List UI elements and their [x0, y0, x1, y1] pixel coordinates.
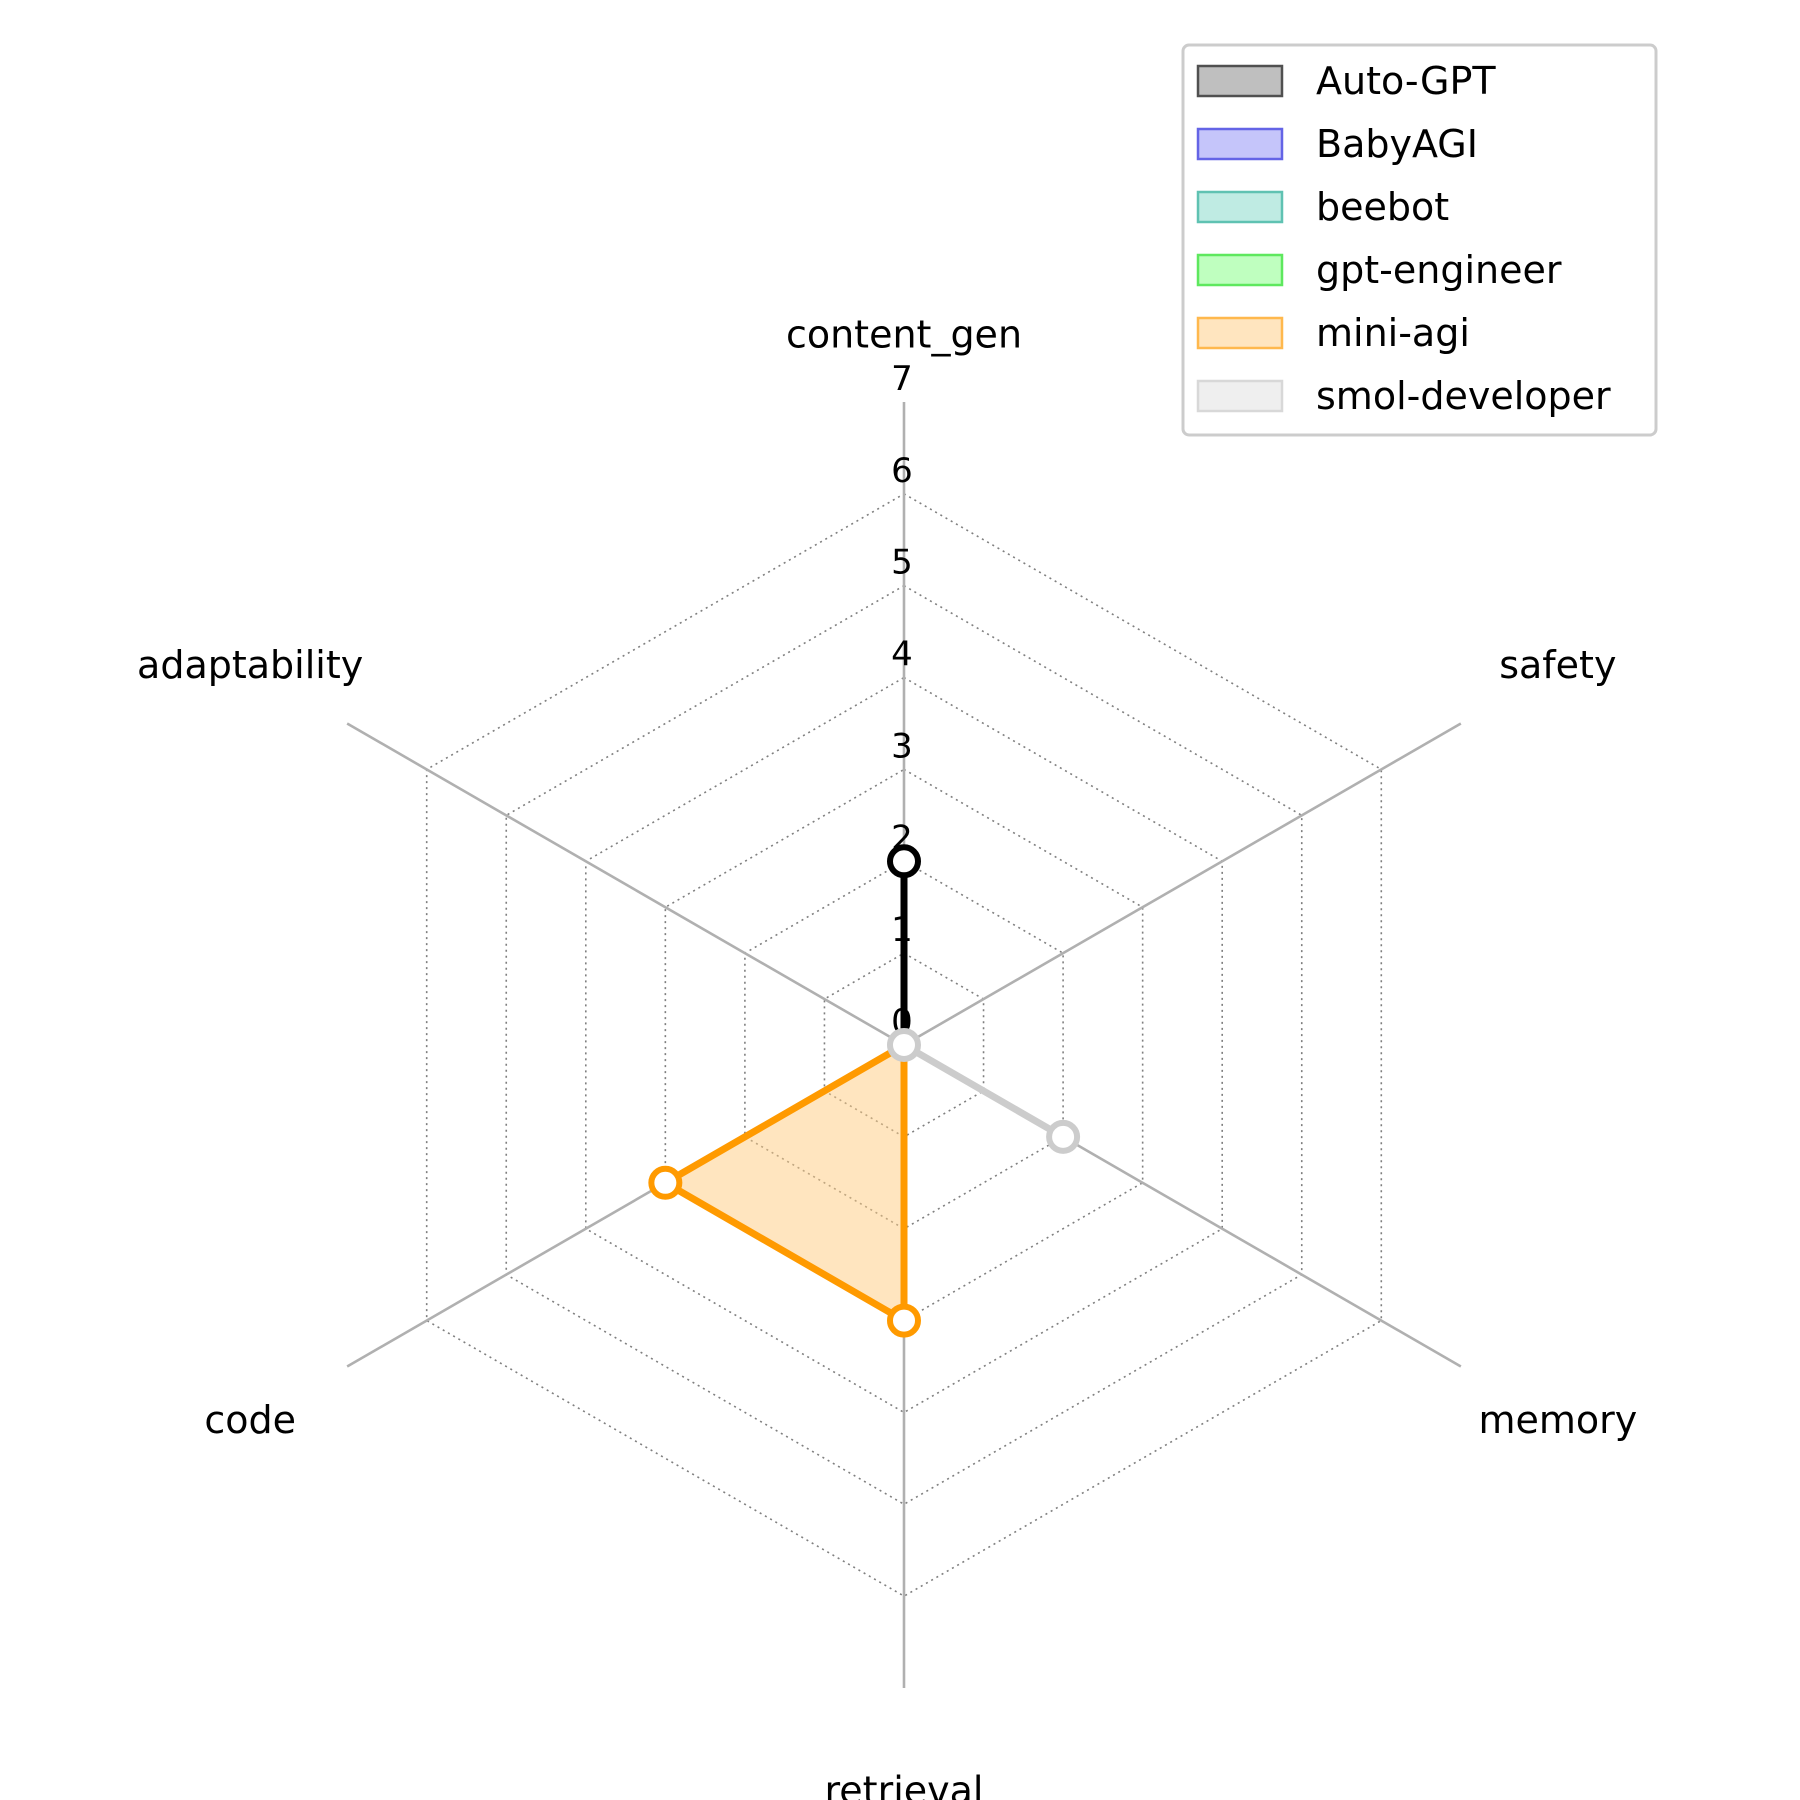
tick-label: 3	[891, 726, 913, 766]
tick-label: 4	[891, 635, 913, 675]
series-smol-developer	[900, 1041, 1081, 1154]
legend-label: gpt-engineer	[1316, 248, 1562, 292]
tick-label: 6	[891, 451, 913, 491]
legend-item-smol-developer: smol-developer	[1196, 374, 1611, 418]
series-mini-agi	[648, 1041, 921, 1338]
legend-box	[1181, 43, 1658, 437]
legend-item-beebot: beebot	[1196, 185, 1449, 229]
legend-item-BabyAGI: BabyAGI	[1196, 122, 1478, 166]
legend-item-gpt-engineer: gpt-engineer	[1196, 248, 1562, 292]
legend-label: BabyAGI	[1316, 122, 1478, 166]
tick-label: 5	[891, 543, 913, 583]
axis-label-retrieval: retrieval	[825, 1769, 984, 1800]
series-layer	[648, 844, 1081, 1338]
data-point	[887, 1303, 921, 1338]
legend-label: smol-developer	[1316, 374, 1611, 418]
legend: Auto-GPT BabyAGI beebot gpt-engineer mini-ag…	[1181, 43, 1658, 437]
legend-item-Auto-GPT: Auto-GPT	[1196, 59, 1496, 103]
legend-swatch	[1196, 127, 1284, 161]
legend-label: Auto-GPT	[1316, 59, 1496, 103]
data-point	[1046, 1119, 1081, 1154]
legend-item-mini-agi: mini-agi	[1196, 311, 1470, 355]
axis-label-safety: safety	[1499, 643, 1616, 687]
axis-spoke-adaptability	[346, 722, 905, 1047]
legend-label: mini-agi	[1316, 311, 1470, 355]
spoke-layer	[346, 402, 1462, 1688]
axis-label-memory: memory	[1478, 1398, 1637, 1442]
legend-label: beebot	[1316, 185, 1449, 229]
data-point	[648, 1165, 683, 1200]
legend-swatch	[1196, 316, 1284, 350]
axis-label-adaptability: adaptability	[137, 643, 363, 687]
tick-label: 7	[891, 359, 913, 399]
legend-swatch	[1196, 253, 1284, 287]
axis-label-content_gen: content_gen	[786, 313, 1022, 357]
legend-swatch	[1196, 64, 1284, 98]
data-point	[887, 844, 921, 879]
legend-swatch	[1196, 379, 1284, 413]
series-area	[661, 1041, 908, 1325]
data-point-origin	[887, 1028, 921, 1062]
axis-spoke-safety	[903, 722, 1462, 1047]
legend-swatch	[1196, 190, 1284, 224]
axis-label-code: code	[204, 1398, 296, 1442]
